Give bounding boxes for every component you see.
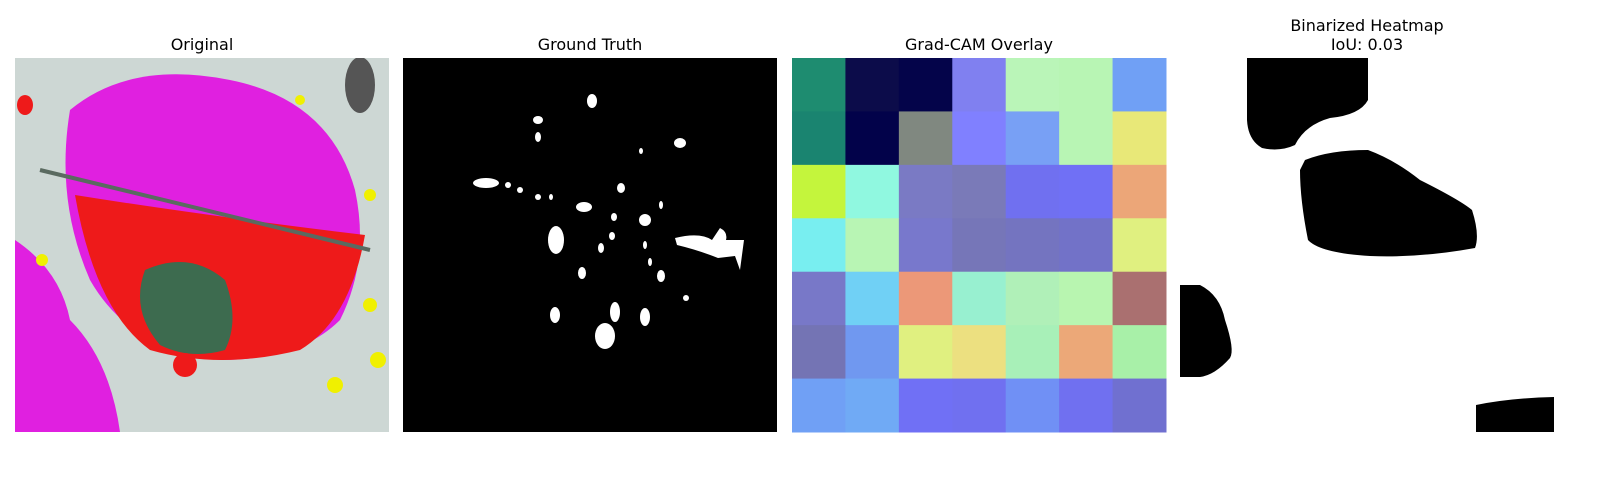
- ground-truth-image: [403, 58, 777, 432]
- heat-cell: [845, 271, 900, 326]
- heat-cell: [792, 58, 846, 112]
- heat-cell: [952, 218, 1007, 273]
- original-image: [15, 58, 389, 432]
- heat-cell: [845, 164, 900, 219]
- heat-cell: [952, 271, 1007, 326]
- heat-cell: [1112, 218, 1167, 273]
- heat-cell: [1059, 58, 1114, 112]
- heat-cell: [1112, 271, 1167, 326]
- heat-cell: [792, 378, 846, 433]
- heat-cell: [1059, 111, 1114, 166]
- heat-cell: [792, 218, 846, 273]
- heat-cell: [898, 58, 953, 112]
- heat-cell: [952, 111, 1007, 166]
- heat-cell: [1059, 378, 1114, 433]
- heat-cell: [1059, 325, 1114, 380]
- heat-cell: [1005, 378, 1060, 433]
- panel-title: Binarized Heatmap: [1290, 16, 1443, 35]
- heat-cell: [845, 378, 900, 433]
- heat-cell: [845, 325, 900, 380]
- heat-cell: [1005, 58, 1060, 112]
- heat-cell: [898, 111, 953, 166]
- heat-cell: [898, 218, 953, 273]
- heat-cell: [1112, 111, 1167, 166]
- heat-cell: [1059, 218, 1114, 273]
- panel-title: Ground Truth: [538, 35, 643, 54]
- heat-cell: [952, 58, 1007, 112]
- heat-cell: [1112, 325, 1167, 380]
- heat-cell: [1005, 218, 1060, 273]
- binarized-image: [1180, 58, 1554, 432]
- heat-cell: [845, 58, 900, 112]
- heat-cell: [1005, 271, 1060, 326]
- heat-cell: [952, 164, 1007, 219]
- panel-title: IoU: 0.03: [1331, 35, 1403, 54]
- heat-cell: [845, 218, 900, 273]
- panel-title: Original: [171, 35, 234, 54]
- heat-cell: [1112, 58, 1167, 112]
- heat-cell: [1112, 378, 1167, 433]
- heat-cell: [792, 325, 846, 380]
- panel-title: Grad-CAM Overlay: [905, 35, 1053, 54]
- heat-cell: [898, 378, 953, 433]
- heat-cell: [792, 271, 846, 326]
- heat-cell: [792, 164, 846, 219]
- grad-cam-image: [792, 58, 1167, 433]
- heat-cell: [1005, 164, 1060, 219]
- heat-cell: [1005, 111, 1060, 166]
- heat-cell: [792, 111, 846, 166]
- heat-cell: [1112, 164, 1167, 219]
- heat-cell: [952, 378, 1007, 433]
- heat-cell: [845, 111, 900, 166]
- heat-cell: [1059, 164, 1114, 219]
- heat-cell: [898, 325, 953, 380]
- heat-cell: [1059, 271, 1114, 326]
- heat-cell: [898, 271, 953, 326]
- heat-cell: [952, 325, 1007, 380]
- heat-cell: [1005, 325, 1060, 380]
- heat-cell: [898, 164, 953, 219]
